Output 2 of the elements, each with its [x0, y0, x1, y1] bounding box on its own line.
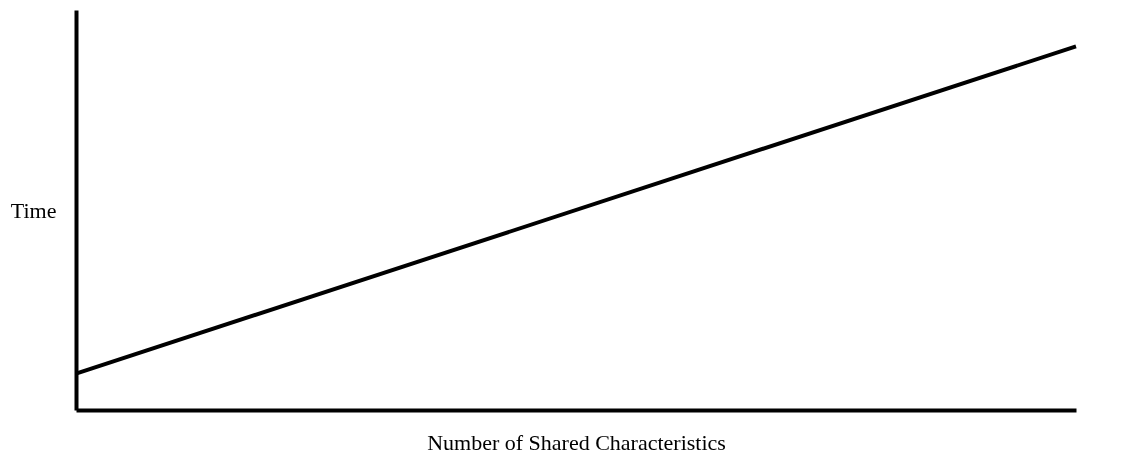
x-axis-title: Number of Shared Characteristics [427, 429, 726, 455]
y-axis-title: Time [10, 197, 57, 223]
